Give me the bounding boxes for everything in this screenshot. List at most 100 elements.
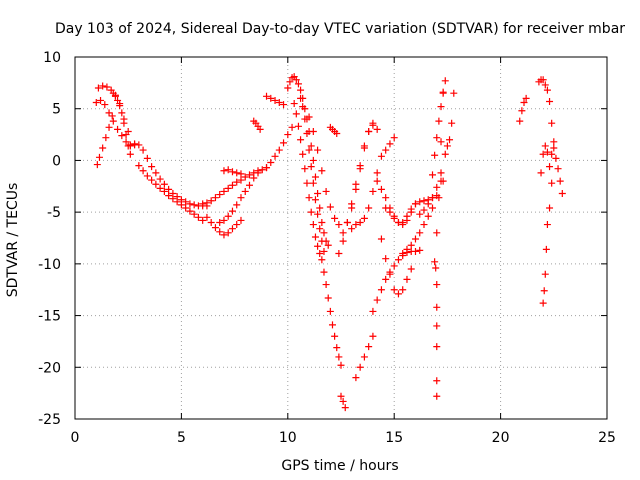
data-point — [324, 241, 332, 249]
data-point — [373, 125, 381, 133]
data-point — [194, 213, 202, 221]
data-point — [407, 265, 415, 273]
data-point — [237, 194, 245, 202]
data-point — [294, 122, 302, 130]
data-point — [305, 146, 313, 154]
data-point — [386, 270, 394, 278]
data-point — [316, 204, 324, 212]
data-point — [443, 142, 451, 150]
tick-labels: 0 5 10 15 20 25 10 5 0 -5 -10 -15 -20 -25 — [38, 50, 616, 446]
data-point — [275, 146, 283, 154]
data-point — [394, 290, 402, 298]
data-point — [437, 103, 445, 111]
data-point — [399, 218, 407, 226]
data-point — [263, 164, 271, 172]
data-point — [211, 224, 219, 232]
data-point — [399, 250, 407, 258]
data-point — [237, 176, 245, 184]
data-point — [433, 183, 441, 191]
data-point — [267, 94, 275, 102]
data-point — [152, 180, 160, 188]
data-point — [303, 179, 311, 187]
data-point — [548, 150, 556, 158]
x-tick-label: 20 — [492, 430, 510, 446]
data-point — [420, 197, 428, 205]
data-point — [424, 212, 432, 220]
data-point — [307, 163, 315, 171]
series-24 — [352, 332, 377, 382]
series-14 — [290, 100, 324, 258]
data-point — [186, 207, 194, 215]
x-tick-label: 10 — [279, 430, 297, 446]
data-point — [203, 213, 211, 221]
data-point — [314, 190, 322, 198]
data-point — [250, 174, 258, 182]
data-point — [160, 187, 168, 195]
data-point — [105, 123, 113, 131]
data-point — [116, 102, 124, 110]
series-28 — [373, 177, 437, 226]
data-point — [365, 204, 373, 212]
data-point — [518, 107, 526, 115]
data-point — [541, 270, 549, 278]
data-point — [333, 344, 341, 352]
data-point — [122, 138, 130, 146]
data-point — [450, 89, 458, 97]
data-point — [546, 204, 554, 212]
series-1 — [93, 112, 116, 169]
data-point — [318, 218, 326, 226]
data-point — [241, 173, 249, 181]
data-point — [271, 152, 279, 160]
data-point — [373, 177, 381, 185]
series-26 — [377, 235, 415, 298]
data-point — [99, 82, 107, 90]
data-point — [292, 110, 300, 118]
data-point — [390, 212, 398, 220]
series-0 — [92, 96, 139, 150]
data-point — [211, 194, 219, 202]
data-point — [548, 119, 556, 127]
data-point — [120, 119, 128, 127]
data-point — [297, 86, 305, 94]
data-point — [341, 404, 349, 412]
data-point — [326, 203, 334, 211]
data-point — [542, 245, 550, 253]
data-point — [216, 228, 224, 236]
data-point — [356, 165, 364, 173]
data-point — [216, 191, 224, 199]
data-point — [245, 181, 253, 189]
data-point — [267, 158, 275, 166]
data-point — [331, 332, 339, 340]
data-point — [339, 237, 347, 245]
data-point — [433, 343, 441, 351]
data-point — [97, 96, 105, 104]
y-tick-label: 5 — [52, 102, 61, 118]
data-point — [220, 187, 228, 195]
y-tick-label: -5 — [47, 205, 61, 221]
data-point — [411, 235, 419, 243]
data-point — [537, 169, 545, 177]
data-point — [365, 343, 373, 351]
x-tick-label: 15 — [385, 430, 403, 446]
data-point — [286, 78, 294, 86]
data-point — [307, 142, 315, 150]
data-point — [216, 218, 224, 226]
data-point — [382, 194, 390, 202]
data-point — [301, 105, 309, 113]
data-point — [411, 200, 419, 208]
data-point — [543, 86, 551, 94]
data-point — [233, 169, 241, 177]
data-point — [441, 77, 449, 85]
series-23 — [348, 134, 398, 233]
data-point — [156, 175, 164, 183]
data-point — [169, 195, 177, 203]
data-point — [335, 250, 343, 258]
data-point — [337, 392, 345, 400]
data-point — [403, 212, 411, 220]
data-point — [416, 246, 424, 254]
data-point — [546, 97, 554, 105]
data-point — [316, 225, 324, 233]
data-point — [301, 165, 309, 173]
data-point — [139, 167, 147, 175]
series-36 — [535, 76, 558, 146]
